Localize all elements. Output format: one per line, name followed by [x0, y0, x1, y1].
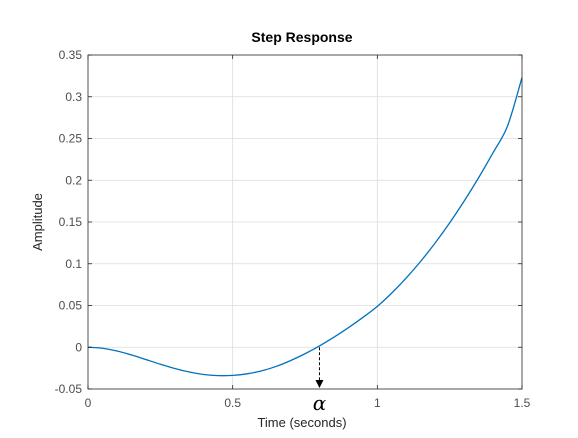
- y-tick-label: 0.05: [59, 299, 83, 313]
- y-tick-label: 0.3: [65, 90, 82, 104]
- y-tick-label: 0.2: [65, 173, 82, 187]
- y-tick-label: 0: [75, 340, 82, 354]
- chart-title: Step Response: [251, 29, 352, 45]
- series-layer: [87, 77, 523, 377]
- x-axis-label: Time (seconds): [257, 415, 346, 430]
- y-tick-label: 0.35: [59, 48, 83, 62]
- x-tick-label: 1.5: [514, 396, 531, 410]
- step-response-line: [87, 77, 523, 377]
- y-tick-label: -0.05: [55, 382, 83, 396]
- tick-marks: [87, 54, 523, 390]
- y-tick-label: 0.15: [59, 215, 83, 229]
- y-axis-label: Amplitude: [30, 193, 45, 251]
- x-tick-label: 1: [374, 396, 381, 410]
- x-tick-label: 0: [85, 396, 92, 410]
- y-tick-label: 0.25: [59, 132, 83, 146]
- annotation-layer: α: [313, 347, 327, 415]
- alpha-annotation-label: α: [313, 391, 327, 415]
- x-tick-label: 0.5: [224, 396, 241, 410]
- y-tick-label: 0.1: [65, 257, 82, 271]
- annotation-arrow-head: [315, 380, 324, 388]
